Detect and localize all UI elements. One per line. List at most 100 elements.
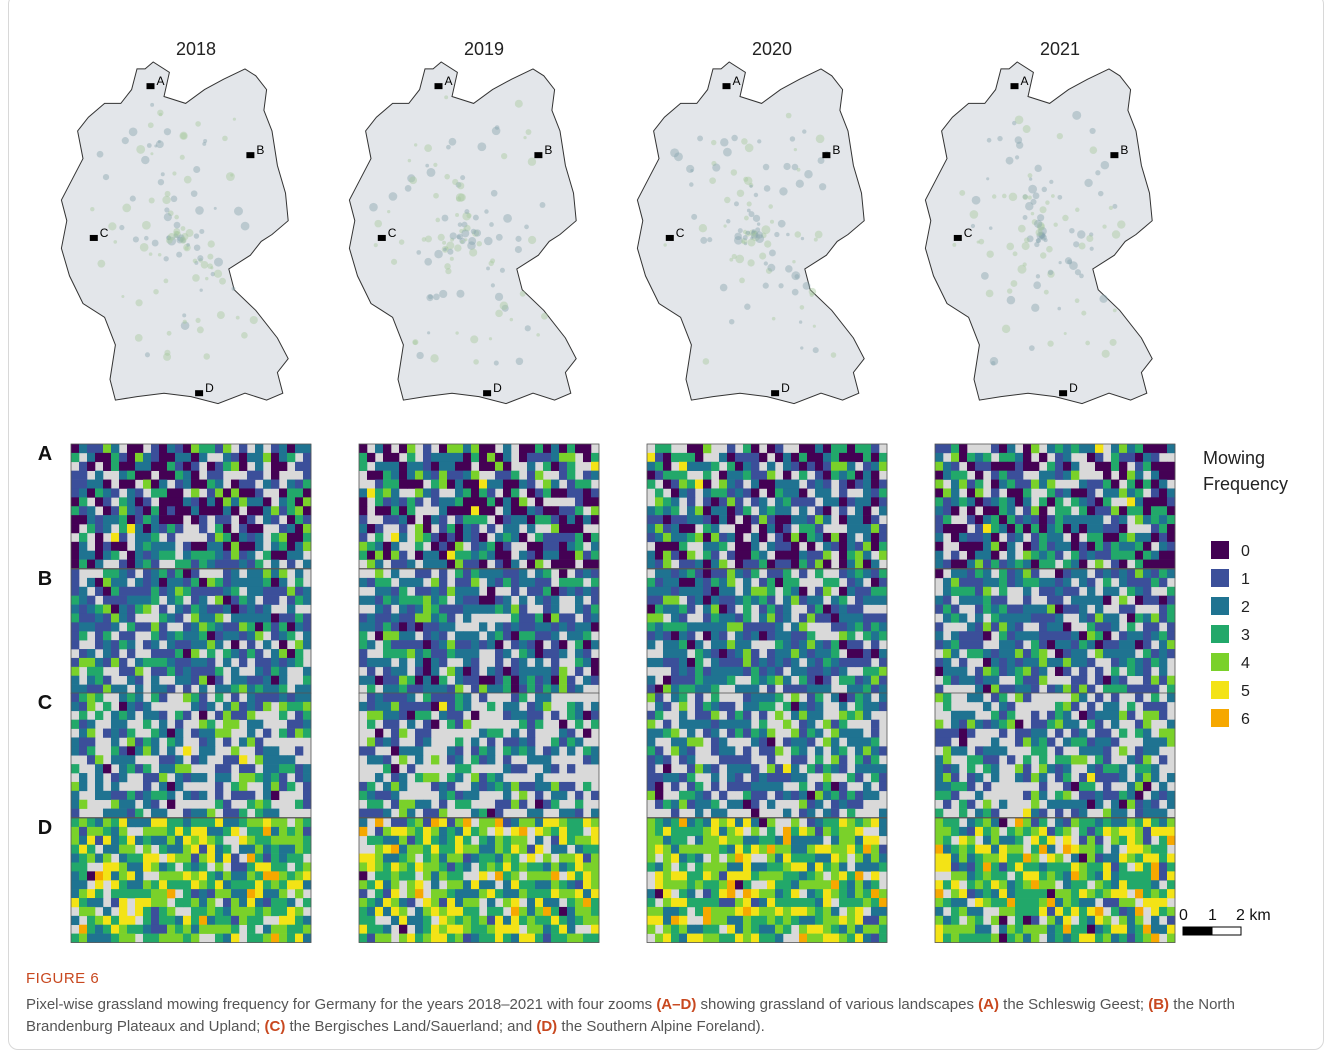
map-speck	[491, 283, 495, 287]
grassland-pixel	[671, 809, 679, 818]
grassland-pixel	[511, 737, 519, 746]
grassland-pixel	[191, 444, 199, 453]
grassland-pixel	[303, 711, 311, 720]
grassland-pixel	[287, 551, 295, 560]
grassland-pixel	[703, 685, 711, 694]
grassland-pixel	[119, 569, 127, 578]
grassland-pixel	[559, 791, 567, 800]
grassland-pixel	[111, 845, 119, 854]
grassland-pixel	[383, 907, 391, 916]
grassland-pixel	[495, 827, 503, 836]
grassland-pixel	[495, 685, 503, 694]
grassland-pixel	[239, 907, 247, 916]
grassland-pixel	[775, 613, 783, 622]
grassland-pixel	[807, 480, 815, 489]
grassland-pixel	[1143, 746, 1151, 755]
grassland-pixel	[751, 569, 759, 578]
grassland-pixel	[391, 497, 399, 506]
grassland-pixel	[287, 506, 295, 515]
grassland-pixel	[991, 746, 999, 755]
grassland-pixel	[135, 605, 143, 614]
grassland-pixel	[1127, 658, 1135, 667]
grassland-pixel	[239, 462, 247, 471]
grassland-pixel	[199, 836, 207, 845]
grassland-pixel	[367, 809, 375, 818]
grassland-pixel	[831, 720, 839, 729]
map-speck	[778, 220, 786, 228]
grassland-pixel	[79, 533, 87, 542]
grassland-pixel	[975, 755, 983, 764]
grassland-pixel	[551, 845, 559, 854]
grassland-pixel	[967, 497, 975, 506]
grassland-pixel	[231, 578, 239, 587]
grassland-pixel	[983, 800, 991, 809]
grassland-pixel	[1055, 711, 1063, 720]
grassland-pixel	[1087, 444, 1095, 453]
grassland-pixel	[503, 862, 511, 871]
map-speck	[427, 331, 430, 334]
grassland-pixel	[527, 587, 535, 596]
grassland-pixel	[559, 845, 567, 854]
grassland-pixel	[223, 916, 231, 925]
grassland-pixel	[1071, 649, 1079, 658]
map-speck	[1086, 235, 1093, 242]
grassland-pixel	[951, 569, 959, 578]
grassland-pixel	[255, 702, 263, 711]
grassland-pixel	[871, 488, 879, 497]
grassland-pixel	[103, 640, 111, 649]
grassland-pixel	[1111, 693, 1119, 702]
grassland-pixel	[575, 827, 583, 836]
map-speck	[978, 239, 984, 245]
grassland-pixel	[447, 871, 455, 880]
grassland-pixel	[471, 631, 479, 640]
grassland-pixel	[191, 658, 199, 667]
grassland-pixel	[455, 578, 463, 587]
grassland-pixel	[111, 640, 119, 649]
grassland-pixel	[239, 737, 247, 746]
grassland-pixel	[223, 755, 231, 764]
grassland-pixel	[167, 755, 175, 764]
grassland-pixel	[143, 551, 151, 560]
grassland-pixel	[767, 613, 775, 622]
grassland-pixel	[535, 880, 543, 889]
grassland-pixel	[487, 907, 495, 916]
grassland-pixel	[127, 925, 135, 934]
grassland-pixel	[279, 702, 287, 711]
map-speck	[970, 210, 979, 219]
grassland-pixel	[591, 622, 599, 631]
grassland-pixel	[263, 934, 271, 943]
map-speck	[136, 145, 145, 154]
grassland-pixel	[1071, 702, 1079, 711]
map-speck	[439, 290, 447, 298]
map-speck	[786, 113, 792, 119]
grassland-pixel	[783, 737, 791, 746]
grassland-pixel	[263, 480, 271, 489]
map-speck	[460, 175, 465, 180]
grassland-pixel	[1063, 506, 1071, 515]
grassland-pixel	[199, 506, 207, 515]
grassland-pixel	[431, 488, 439, 497]
grassland-pixel	[727, 782, 735, 791]
grassland-pixel	[1023, 578, 1031, 587]
grassland-pixel	[375, 542, 383, 551]
grassland-pixel	[663, 533, 671, 542]
grassland-pixel	[127, 613, 135, 622]
grassland-pixel	[751, 667, 759, 676]
map-speck	[1117, 220, 1125, 228]
grassland-pixel	[847, 587, 855, 596]
map-speck	[442, 215, 449, 222]
grassland-pixel	[279, 667, 287, 676]
grassland-pixel	[215, 907, 223, 916]
grassland-pixel	[831, 649, 839, 658]
grassland-pixel	[159, 898, 167, 907]
grassland-pixel	[1095, 506, 1103, 515]
grassland-pixel	[967, 640, 975, 649]
grassland-pixel	[383, 764, 391, 773]
grassland-pixel	[167, 907, 175, 916]
grassland-pixel	[663, 551, 671, 560]
grassland-pixel	[487, 542, 495, 551]
grassland-pixel	[575, 916, 583, 925]
grassland-pixel	[943, 506, 951, 515]
grassland-pixel	[879, 480, 887, 489]
grassland-pixel	[111, 782, 119, 791]
